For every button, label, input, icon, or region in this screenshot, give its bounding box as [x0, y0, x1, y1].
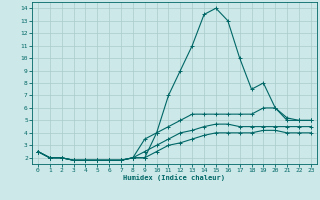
X-axis label: Humidex (Indice chaleur): Humidex (Indice chaleur)	[124, 175, 225, 181]
